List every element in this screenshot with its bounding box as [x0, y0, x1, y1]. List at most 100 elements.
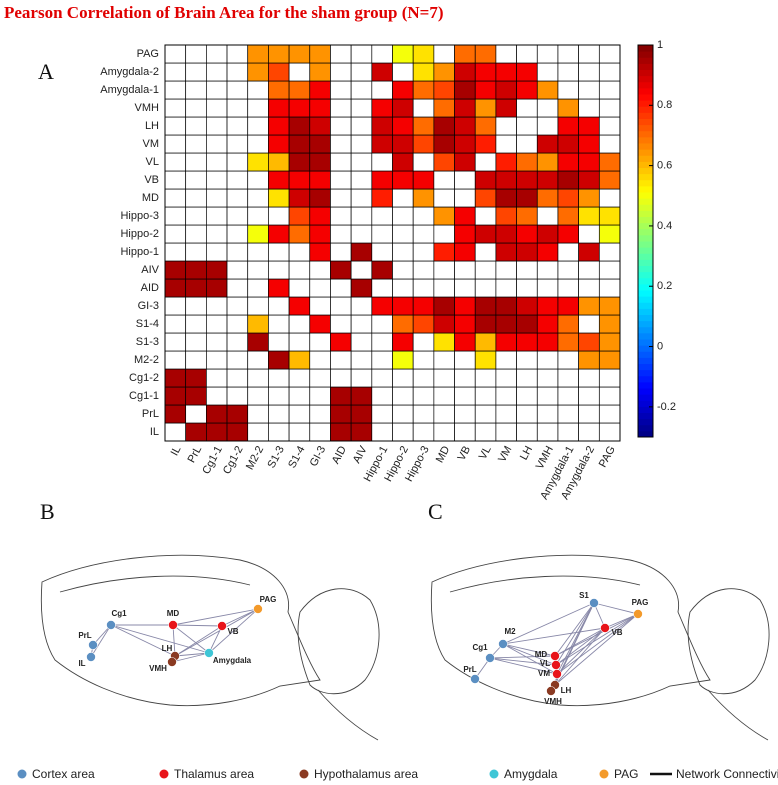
empty-cell	[350, 98, 373, 118]
node	[485, 653, 495, 663]
cell	[288, 224, 311, 244]
empty-cell	[536, 98, 559, 118]
cell	[164, 386, 187, 406]
empty-cell	[598, 116, 621, 136]
cell	[371, 170, 393, 190]
empty-cell	[557, 422, 579, 442]
empty-cell	[598, 368, 621, 388]
cell	[557, 224, 579, 244]
cell	[330, 422, 352, 442]
empty-cell	[474, 422, 497, 442]
empty-cell	[288, 242, 311, 262]
cell	[578, 242, 600, 262]
empty-cell	[557, 242, 579, 262]
empty-cell	[557, 80, 579, 100]
cell	[412, 80, 435, 100]
cell	[392, 98, 414, 118]
cell	[371, 134, 393, 154]
legend-label: Hypothalamus area	[314, 767, 418, 781]
node	[217, 621, 227, 631]
empty-cell	[330, 224, 352, 244]
empty-cell	[516, 134, 538, 154]
empty-cell	[392, 188, 414, 208]
connection	[172, 624, 223, 627]
empty-cell	[164, 188, 187, 208]
empty-cell	[371, 80, 393, 100]
empty-cell	[474, 242, 497, 262]
y-tick-label: VB	[144, 174, 159, 186]
colorbar-step	[638, 173, 653, 181]
cell	[371, 188, 393, 208]
empty-cell	[164, 332, 187, 352]
y-tick-label: Hippo-2	[120, 228, 159, 240]
empty-cell	[226, 350, 249, 370]
empty-cell	[412, 242, 435, 262]
empty-cell	[309, 278, 331, 298]
panel-label: C	[428, 499, 443, 524]
cell	[412, 44, 435, 64]
empty-cell	[206, 314, 228, 334]
colorbar-step	[638, 339, 653, 346]
empty-cell	[412, 350, 435, 370]
cell	[288, 350, 311, 370]
cell	[495, 170, 517, 190]
cell	[330, 404, 352, 424]
cell	[433, 116, 455, 136]
empty-cell	[247, 98, 269, 118]
empty-cell	[392, 242, 414, 262]
empty-cell	[371, 278, 393, 298]
empty-cell	[495, 422, 517, 442]
connection	[489, 657, 558, 675]
empty-cell	[495, 386, 517, 406]
empty-cell	[164, 98, 187, 118]
empty-cell	[454, 422, 476, 442]
cell	[454, 224, 476, 244]
colorbar-step	[638, 314, 653, 322]
cell	[578, 188, 600, 208]
cell	[495, 332, 517, 352]
colorbar-step	[638, 345, 653, 352]
empty-cell	[433, 188, 455, 208]
empty-cell	[516, 350, 538, 370]
empty-cell	[288, 368, 311, 388]
empty-cell	[598, 278, 621, 298]
colorbar-tick-label: 1	[657, 39, 663, 51]
empty-cell	[598, 386, 621, 406]
cell	[474, 170, 497, 190]
colorbar-step	[638, 106, 653, 113]
empty-cell	[474, 206, 497, 226]
cell	[185, 368, 207, 388]
empty-cell	[206, 80, 228, 100]
cell	[454, 44, 476, 64]
cell	[598, 332, 621, 352]
empty-cell	[164, 224, 187, 244]
empty-cell	[288, 386, 311, 406]
empty-cell	[268, 404, 290, 424]
colorbar-step	[638, 234, 653, 242]
cell	[350, 278, 373, 298]
empty-cell	[226, 206, 249, 226]
cell	[392, 44, 414, 64]
cell	[288, 44, 311, 64]
empty-cell	[578, 98, 600, 118]
empty-cell	[330, 278, 352, 298]
colorbar-step	[638, 57, 653, 64]
cell	[495, 98, 517, 118]
empty-cell	[164, 206, 187, 226]
y-tick-label: Cg1-1	[129, 390, 159, 402]
node-label: MD	[535, 650, 548, 659]
empty-cell	[578, 80, 600, 100]
cell	[247, 62, 269, 82]
cell	[185, 278, 207, 298]
empty-cell	[247, 188, 269, 208]
colorbar-step	[638, 167, 653, 175]
empty-cell	[350, 350, 373, 370]
empty-cell	[371, 422, 393, 442]
empty-cell	[350, 296, 373, 316]
empty-cell	[412, 278, 435, 298]
colorbar-step	[638, 332, 653, 340]
empty-cell	[288, 278, 311, 298]
cell	[474, 314, 497, 334]
empty-cell	[536, 386, 559, 406]
empty-cell	[247, 368, 269, 388]
